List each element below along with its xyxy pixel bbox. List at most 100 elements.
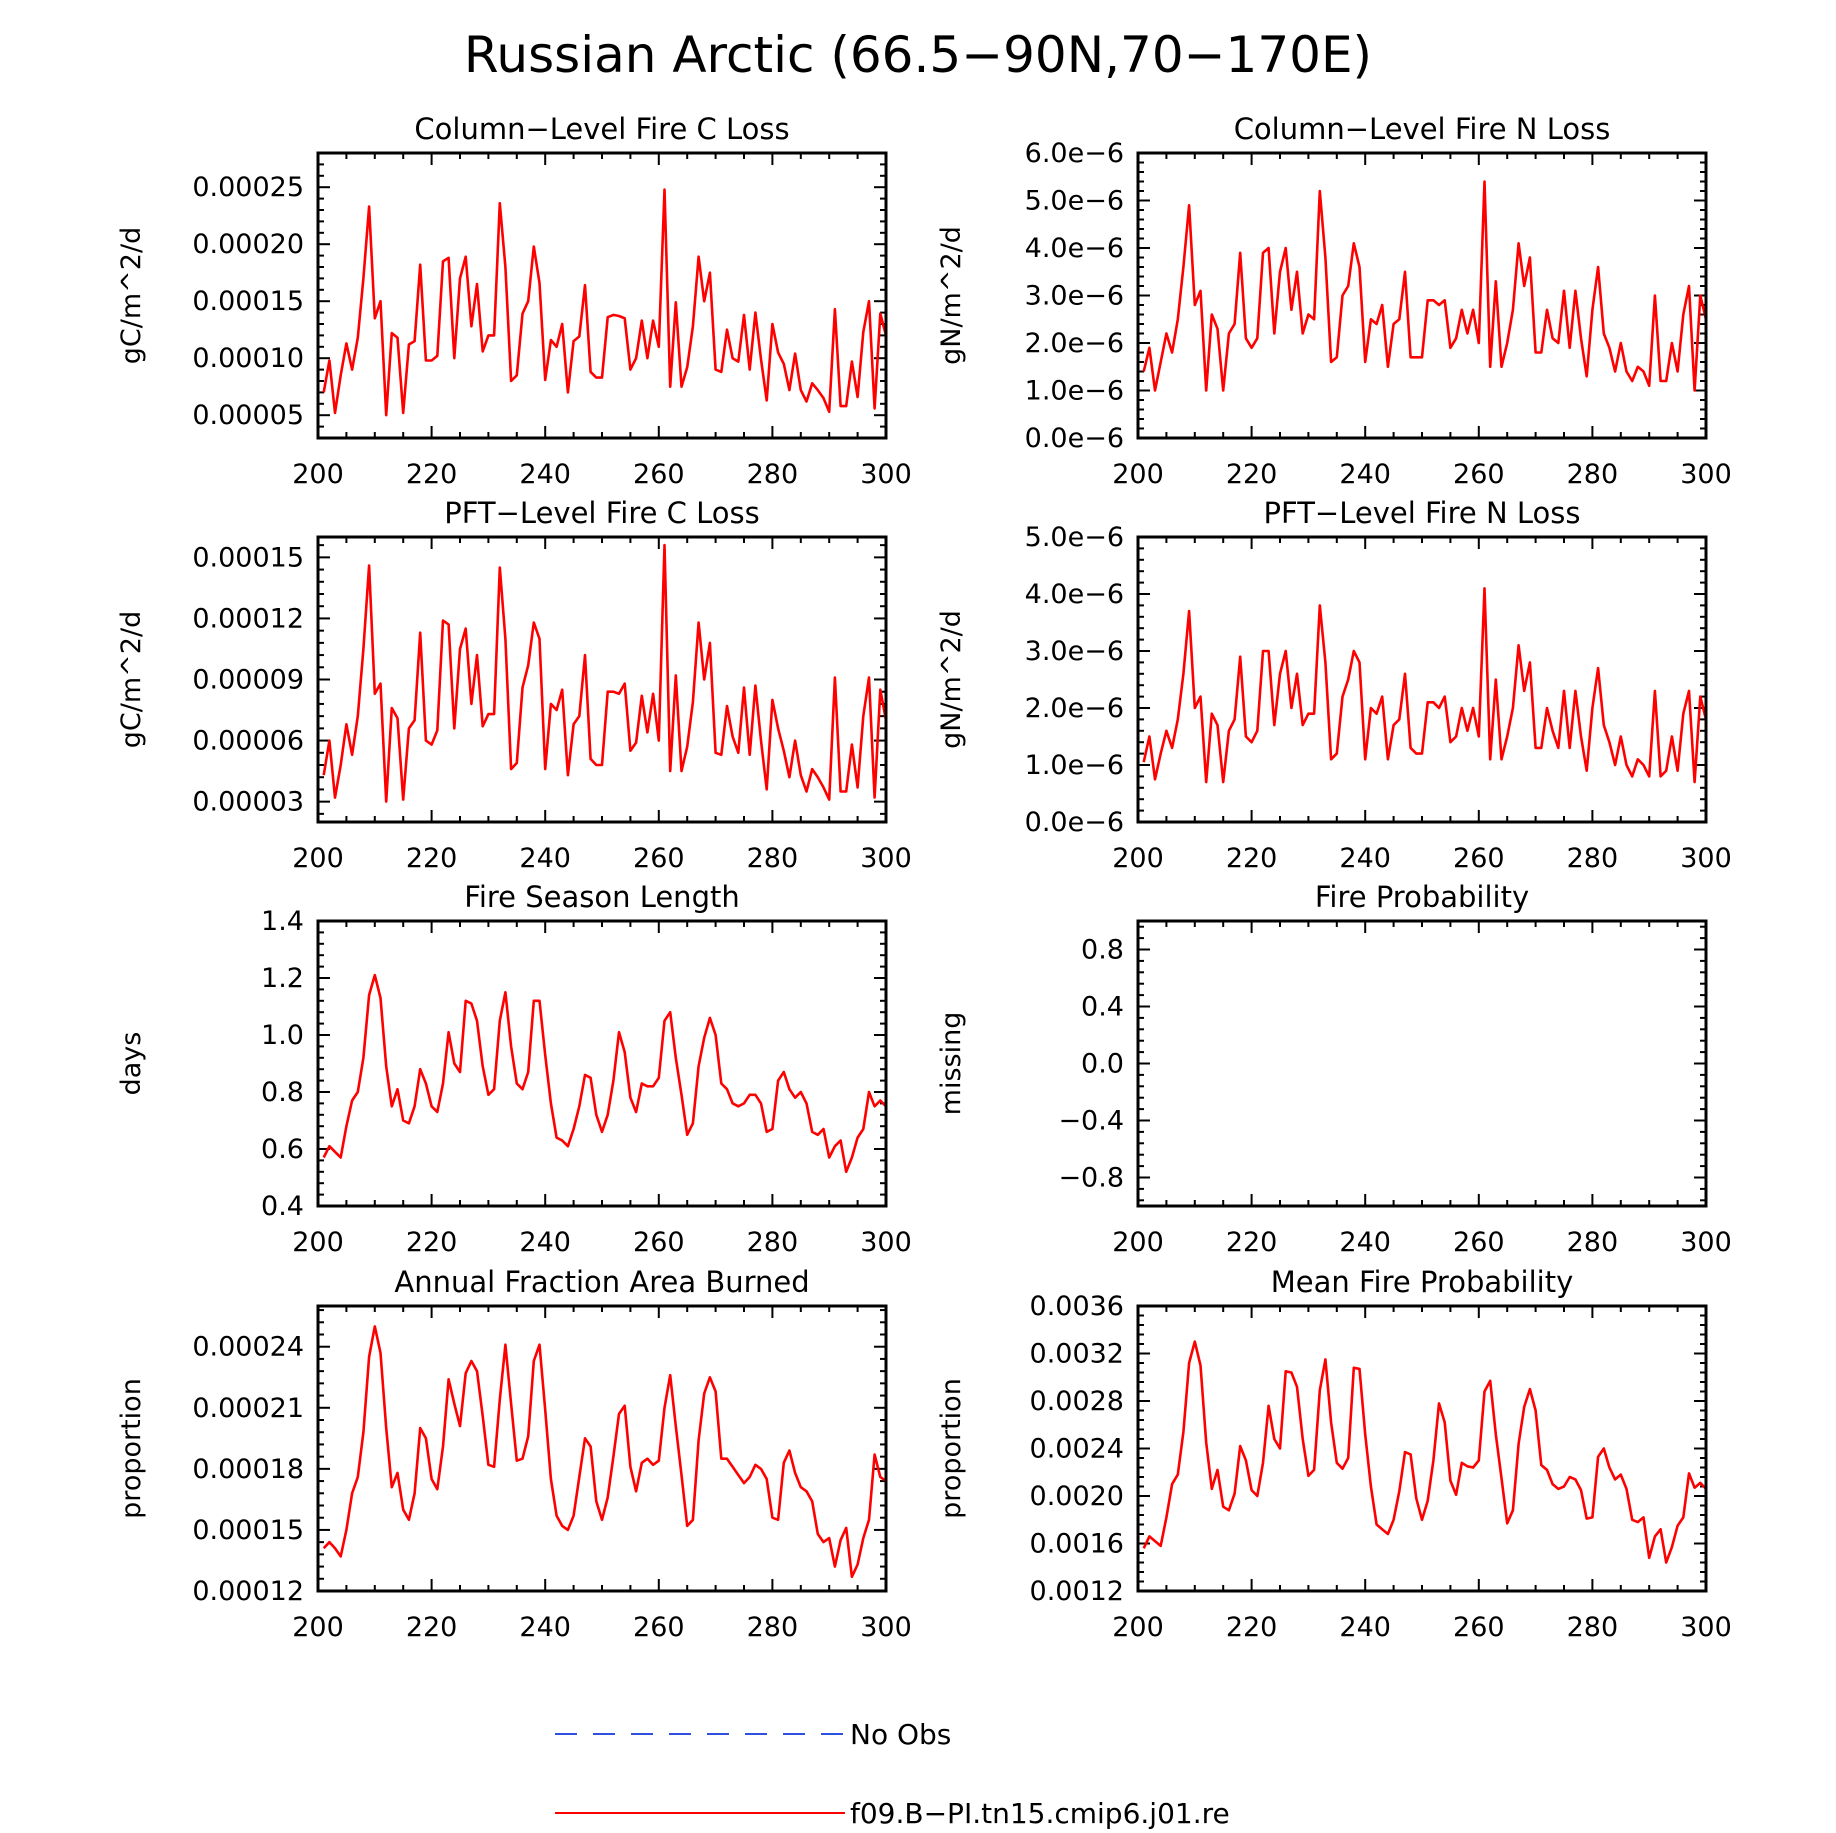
y-tick-label: 0.00003: [192, 787, 304, 818]
y-tick-label: 0.0012: [1030, 1576, 1124, 1607]
series-line: [322, 1325, 887, 1579]
y-tick-label: 0.0020: [1030, 1481, 1124, 1512]
x-tick-label: 260: [633, 459, 685, 490]
y-tick-label: 0.8: [1081, 935, 1124, 966]
x-tick-label: 300: [1680, 1227, 1732, 1258]
x-tick-label: 200: [292, 459, 344, 490]
plot-frame: [1136, 1304, 1708, 1593]
plot-frame: [316, 1304, 888, 1593]
chart-panel: PFT−Level Fire C Loss gC/m^2/d 200 220 240 26…: [116, 496, 912, 874]
x-tick-label: 300: [860, 843, 912, 874]
x-tick-label: 260: [1453, 843, 1505, 874]
y-axis-label: days: [116, 1032, 147, 1096]
y-tick-label: 0.0032: [1030, 1339, 1124, 1370]
y-tick-label: 0.0e−6: [1025, 423, 1124, 454]
x-tick-label: 200: [1112, 1612, 1164, 1643]
x-tick-label: 300: [1680, 843, 1732, 874]
y-tick-label: 0.00012: [192, 603, 304, 634]
y-tick-label: 6.0e−6: [1025, 138, 1124, 169]
x-tick-label: 280: [747, 843, 799, 874]
y-tick-label: 0.00025: [192, 172, 304, 203]
plot-frame: [1136, 535, 1708, 824]
panel-title: Column−Level Fire C Loss: [414, 112, 789, 146]
y-tick-label: 1.0: [261, 1020, 304, 1051]
x-tick-label: 240: [519, 459, 571, 490]
x-tick-label: 240: [519, 1612, 571, 1643]
y-tick-label: 0.00015: [192, 1515, 304, 1546]
chart-panel: Mean Fire Probability proportion 200 220 240…: [936, 1265, 1732, 1643]
x-tick-label: 240: [1339, 843, 1391, 874]
y-tick-label: 0.00024: [192, 1332, 304, 1363]
x-tick-label: 220: [406, 459, 458, 490]
panel-title: PFT−Level Fire N Loss: [1264, 496, 1581, 530]
y-tick-label: 0.0028: [1030, 1386, 1124, 1417]
chart-panels: Column−Level Fire C Loss gC/m^2/d 200 220 24…: [116, 112, 1732, 1643]
panel-title: Annual Fraction Area Burned: [394, 1265, 809, 1299]
y-axis-label: gC/m^2/d: [116, 227, 147, 364]
x-tick-label: 280: [1567, 843, 1619, 874]
x-tick-label: 260: [633, 1227, 685, 1258]
x-tick-label: 260: [633, 843, 685, 874]
x-tick-label: 220: [1226, 1612, 1278, 1643]
chart-panel: Fire Season Length days 200 220 240 260 280 300…: [116, 880, 912, 1258]
chart-panel: Annual Fraction Area Burned proportion 200…: [116, 1265, 912, 1643]
y-tick-label: 3.0e−6: [1025, 636, 1124, 667]
x-tick-label: 300: [860, 459, 912, 490]
x-tick-label: 220: [1226, 1227, 1278, 1258]
legend-label-model: f09.B−PI.tn15.cmip6.j01.re: [850, 1797, 1230, 1830]
x-tick-label: 240: [519, 1227, 571, 1258]
x-tick-label: 280: [1567, 459, 1619, 490]
y-tick-label: 0.4: [1081, 992, 1124, 1023]
x-tick-label: 200: [292, 843, 344, 874]
y-tick-label: 0.00015: [192, 542, 304, 573]
x-tick-label: 280: [747, 1612, 799, 1643]
x-tick-label: 220: [1226, 459, 1278, 490]
y-tick-label: 0.00020: [192, 229, 304, 260]
y-axis-label: missing: [936, 1012, 967, 1116]
series-line: [1142, 1340, 1707, 1564]
x-tick-label: 200: [292, 1612, 344, 1643]
y-tick-label: 0.0036: [1030, 1291, 1124, 1322]
x-tick-label: 280: [1567, 1227, 1619, 1258]
x-tick-label: 260: [1453, 1227, 1505, 1258]
y-tick-label: 0.00009: [192, 665, 304, 696]
y-tick-label: 0.00015: [192, 286, 304, 317]
panel-title: Fire Probability: [1315, 880, 1529, 914]
x-tick-label: 220: [406, 843, 458, 874]
x-tick-label: 280: [747, 459, 799, 490]
y-tick-label: 5.0e−6: [1025, 522, 1124, 553]
y-tick-label: 1.2: [261, 963, 304, 994]
plot-frame: [1136, 919, 1708, 1208]
y-tick-label: 0.4: [261, 1191, 304, 1222]
x-tick-label: 240: [519, 843, 571, 874]
panel-title: Column−Level Fire N Loss: [1234, 112, 1611, 146]
y-tick-label: 0.0024: [1030, 1434, 1124, 1465]
plot-frame: [316, 919, 888, 1208]
y-tick-label: 1.0e−6: [1025, 750, 1124, 781]
y-tick-label: 4.0e−6: [1025, 579, 1124, 610]
x-tick-label: 240: [1339, 459, 1391, 490]
y-tick-label: 1.4: [261, 906, 304, 937]
y-tick-label: 0.00021: [192, 1393, 304, 1424]
x-tick-label: 300: [860, 1612, 912, 1643]
y-tick-label: 3.0e−6: [1025, 281, 1124, 312]
panel-title: Fire Season Length: [464, 880, 739, 914]
x-tick-label: 240: [1339, 1227, 1391, 1258]
y-tick-label: 0.0: [1081, 1049, 1124, 1080]
y-tick-label: 0.0e−6: [1025, 807, 1124, 838]
y-axis-label: gN/m^2/d: [936, 610, 967, 749]
series-line: [1142, 586, 1708, 784]
series-line: [322, 973, 887, 1174]
plot-frame: [1136, 151, 1708, 440]
y-tick-label: 4.0e−6: [1025, 233, 1124, 264]
chart-panel: Column−Level Fire C Loss gC/m^2/d 200 220 24…: [116, 112, 912, 490]
x-tick-label: 200: [1112, 459, 1164, 490]
y-tick-label: 2.0e−6: [1025, 693, 1124, 724]
y-axis-label: proportion: [936, 1378, 967, 1519]
x-tick-label: 260: [633, 1612, 685, 1643]
y-tick-label: 0.00010: [192, 343, 304, 374]
x-tick-label: 260: [1453, 1612, 1505, 1643]
chart-panel: PFT−Level Fire N Loss gN/m^2/d 200 220 240 26…: [936, 496, 1732, 874]
x-tick-label: 200: [292, 1227, 344, 1258]
